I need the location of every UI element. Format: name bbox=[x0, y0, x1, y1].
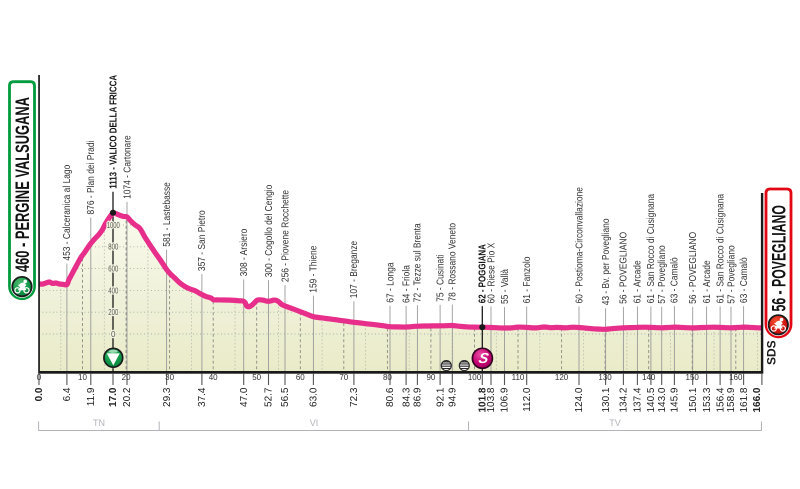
svg-text:1074 - Cartonare: 1074 - Cartonare bbox=[122, 135, 133, 199]
svg-text:156.4: 156.4 bbox=[715, 387, 726, 412]
svg-text:60 - Postioma-Circonvallazione: 60 - Postioma-Circonvallazione bbox=[574, 187, 585, 303]
svg-text:140: 140 bbox=[642, 373, 656, 382]
svg-text:153.3: 153.3 bbox=[702, 387, 713, 412]
svg-text:75 - Cusinati: 75 - Cusinati bbox=[435, 255, 446, 302]
svg-text:61 - San Rocco di Cusignana: 61 - San Rocco di Cusignana bbox=[715, 193, 726, 303]
svg-text:64 - Friola: 64 - Friola bbox=[401, 264, 412, 303]
svg-text:140.5: 140.5 bbox=[646, 387, 657, 412]
svg-text:357 - San Pietro: 357 - San Pietro bbox=[197, 210, 208, 271]
svg-text:308 - Arsiero: 308 - Arsiero bbox=[238, 229, 249, 277]
svg-text:0: 0 bbox=[37, 373, 42, 382]
svg-text:101.8: 101.8 bbox=[478, 387, 489, 412]
svg-text:70: 70 bbox=[339, 373, 348, 382]
svg-text:29.3: 29.3 bbox=[162, 387, 173, 407]
svg-text:S: S bbox=[477, 351, 490, 367]
svg-text:460 - PERGINE VALSUGANA: 460 - PERGINE VALSUGANA bbox=[11, 97, 33, 272]
svg-text:161.8: 161.8 bbox=[739, 387, 750, 412]
svg-text:86.9: 86.9 bbox=[413, 387, 424, 407]
svg-text:63 - Camalò: 63 - Camalò bbox=[738, 257, 749, 303]
svg-text:61 - Fanzolo: 61 - Fanzolo bbox=[521, 257, 532, 304]
svg-text:40: 40 bbox=[209, 373, 218, 382]
svg-text:61 - Arcade: 61 - Arcade bbox=[632, 260, 643, 303]
svg-text:160: 160 bbox=[729, 373, 743, 382]
svg-text:52.7: 52.7 bbox=[264, 387, 275, 407]
svg-text:143.0: 143.0 bbox=[657, 387, 668, 412]
svg-text:120: 120 bbox=[555, 373, 569, 382]
svg-text:200: 200 bbox=[108, 308, 118, 317]
svg-text:47.0: 47.0 bbox=[239, 387, 250, 407]
svg-text:0.0: 0.0 bbox=[34, 387, 45, 401]
svg-text:37.4: 37.4 bbox=[197, 387, 208, 407]
svg-text:137.4: 137.4 bbox=[633, 387, 644, 412]
svg-text:400: 400 bbox=[108, 286, 118, 295]
svg-text:VI: VI bbox=[310, 418, 319, 428]
svg-text:20: 20 bbox=[122, 373, 131, 382]
svg-text:106.9: 106.9 bbox=[500, 387, 511, 412]
svg-text:SDS: SDS bbox=[765, 340, 779, 365]
svg-text:150.1: 150.1 bbox=[688, 387, 699, 412]
svg-text:90: 90 bbox=[426, 373, 435, 382]
svg-text:55 - Vallà: 55 - Vallà bbox=[499, 268, 510, 304]
svg-text:62 - POGGIANA: 62 - POGGIANA bbox=[477, 244, 488, 303]
svg-text:20.2: 20.2 bbox=[122, 387, 133, 407]
svg-text:56 - POVEGLIANO: 56 - POVEGLIANO bbox=[687, 232, 698, 304]
svg-text:100: 100 bbox=[468, 373, 482, 382]
svg-text:61 - San Rocco di Cusignana: 61 - San Rocco di Cusignana bbox=[646, 193, 657, 303]
svg-text:130: 130 bbox=[598, 373, 612, 382]
svg-text:800: 800 bbox=[108, 243, 118, 252]
svg-text:72 - Tezze sul Brenta: 72 - Tezze sul Brenta bbox=[412, 222, 423, 302]
svg-text:159 - Thiene: 159 - Thiene bbox=[308, 246, 319, 293]
svg-text:145.9: 145.9 bbox=[670, 387, 681, 412]
svg-text:150: 150 bbox=[686, 373, 700, 382]
svg-text:94.9: 94.9 bbox=[448, 387, 459, 407]
svg-text:103.8: 103.8 bbox=[486, 387, 497, 412]
svg-text:110: 110 bbox=[512, 373, 525, 382]
svg-text:1113 - VALICO DELLA FRICCA: 1113 - VALICO DELLA FRICCA bbox=[107, 75, 118, 189]
svg-text:50: 50 bbox=[252, 373, 261, 382]
svg-text:581 - Lastebasse: 581 - Lastebasse bbox=[161, 182, 172, 247]
svg-text:56.5: 56.5 bbox=[280, 387, 291, 407]
svg-text:17.0: 17.0 bbox=[108, 387, 119, 407]
svg-text:30: 30 bbox=[165, 373, 174, 382]
svg-text:TN: TN bbox=[93, 418, 105, 428]
svg-text:61 - Arcade: 61 - Arcade bbox=[701, 260, 712, 303]
svg-text:80.6: 80.6 bbox=[385, 387, 396, 407]
svg-text:158.9: 158.9 bbox=[726, 387, 737, 412]
svg-text:130.1: 130.1 bbox=[601, 387, 612, 412]
svg-text:112.0: 112.0 bbox=[522, 387, 533, 412]
svg-text:56 - POVEGLIANO: 56 - POVEGLIANO bbox=[769, 205, 791, 311]
svg-text:300 - Cogollo del Cengio: 300 - Cogollo del Cengio bbox=[263, 185, 274, 278]
svg-text:166.0: 166.0 bbox=[752, 387, 763, 412]
svg-text:57 - Povegliano: 57 - Povegliano bbox=[726, 245, 737, 303]
svg-text:63 - Camalò: 63 - Camalò bbox=[669, 257, 680, 303]
svg-text:256 - Piovene Rocchette: 256 - Piovene Rocchette bbox=[280, 190, 291, 282]
svg-text:876 - Plan dei Pradi: 876 - Plan dei Pradi bbox=[86, 141, 97, 215]
svg-text:6.4: 6.4 bbox=[62, 387, 73, 401]
svg-text:80: 80 bbox=[383, 373, 392, 382]
svg-text:TV: TV bbox=[609, 418, 621, 428]
svg-text:60 - Riese Pio X: 60 - Riese Pio X bbox=[486, 243, 497, 304]
svg-text:11.9: 11.9 bbox=[86, 387, 97, 406]
svg-text:1000: 1000 bbox=[107, 221, 120, 230]
svg-text:56 - POVEGLIANO: 56 - POVEGLIANO bbox=[618, 232, 629, 304]
svg-text:10: 10 bbox=[78, 373, 87, 382]
svg-text:60: 60 bbox=[296, 373, 305, 382]
svg-text:63.0: 63.0 bbox=[309, 387, 320, 407]
svg-text:92.1: 92.1 bbox=[435, 387, 446, 407]
svg-text:57 - Povegliano: 57 - Povegliano bbox=[656, 245, 667, 303]
svg-text:0: 0 bbox=[111, 330, 116, 339]
svg-text:84.3: 84.3 bbox=[401, 387, 412, 407]
svg-text:600: 600 bbox=[108, 265, 118, 274]
svg-text:72.3: 72.3 bbox=[349, 387, 360, 407]
svg-text:453 - Calceranica al Lago: 453 - Calceranica al Lago bbox=[62, 165, 73, 261]
svg-text:78 - Rossano Veneto: 78 - Rossano Veneto bbox=[447, 223, 458, 302]
svg-text:107 - Breganze: 107 - Breganze bbox=[349, 241, 360, 299]
svg-text:134.2: 134.2 bbox=[619, 387, 630, 412]
svg-text:124.0: 124.0 bbox=[574, 387, 585, 412]
svg-text:67 - Longa: 67 - Longa bbox=[385, 262, 396, 303]
svg-text:43 - Bv. per Povegliano: 43 - Bv. per Povegliano bbox=[600, 218, 611, 305]
